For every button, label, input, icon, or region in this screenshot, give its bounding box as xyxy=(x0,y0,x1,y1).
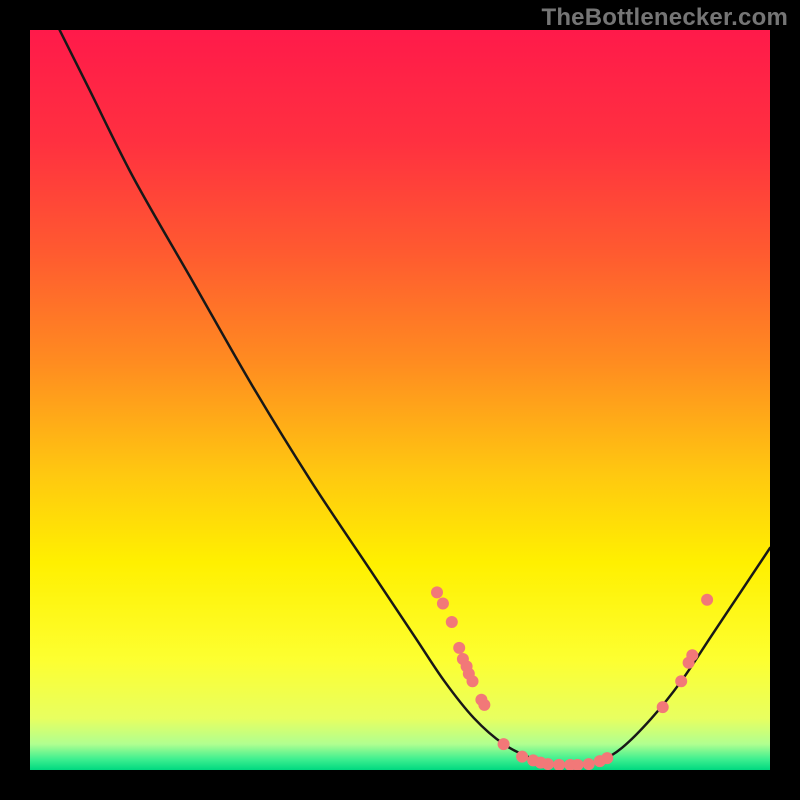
data-marker xyxy=(516,751,528,763)
gradient-background xyxy=(30,30,770,770)
data-marker xyxy=(431,586,443,598)
data-marker xyxy=(686,649,698,661)
data-marker xyxy=(542,758,554,770)
plot-area xyxy=(30,30,770,770)
data-marker xyxy=(498,738,510,750)
data-marker xyxy=(467,675,479,687)
chart-frame: TheBottlenecker.com xyxy=(0,0,800,800)
data-marker xyxy=(478,699,490,711)
plot-svg xyxy=(30,30,770,770)
watermark-text: TheBottlenecker.com xyxy=(541,4,788,32)
data-marker xyxy=(675,675,687,687)
data-marker xyxy=(601,752,613,764)
data-marker xyxy=(446,616,458,628)
data-marker xyxy=(453,642,465,654)
data-marker xyxy=(583,758,595,770)
data-marker xyxy=(701,594,713,606)
data-marker xyxy=(657,701,669,713)
data-marker xyxy=(437,598,449,610)
